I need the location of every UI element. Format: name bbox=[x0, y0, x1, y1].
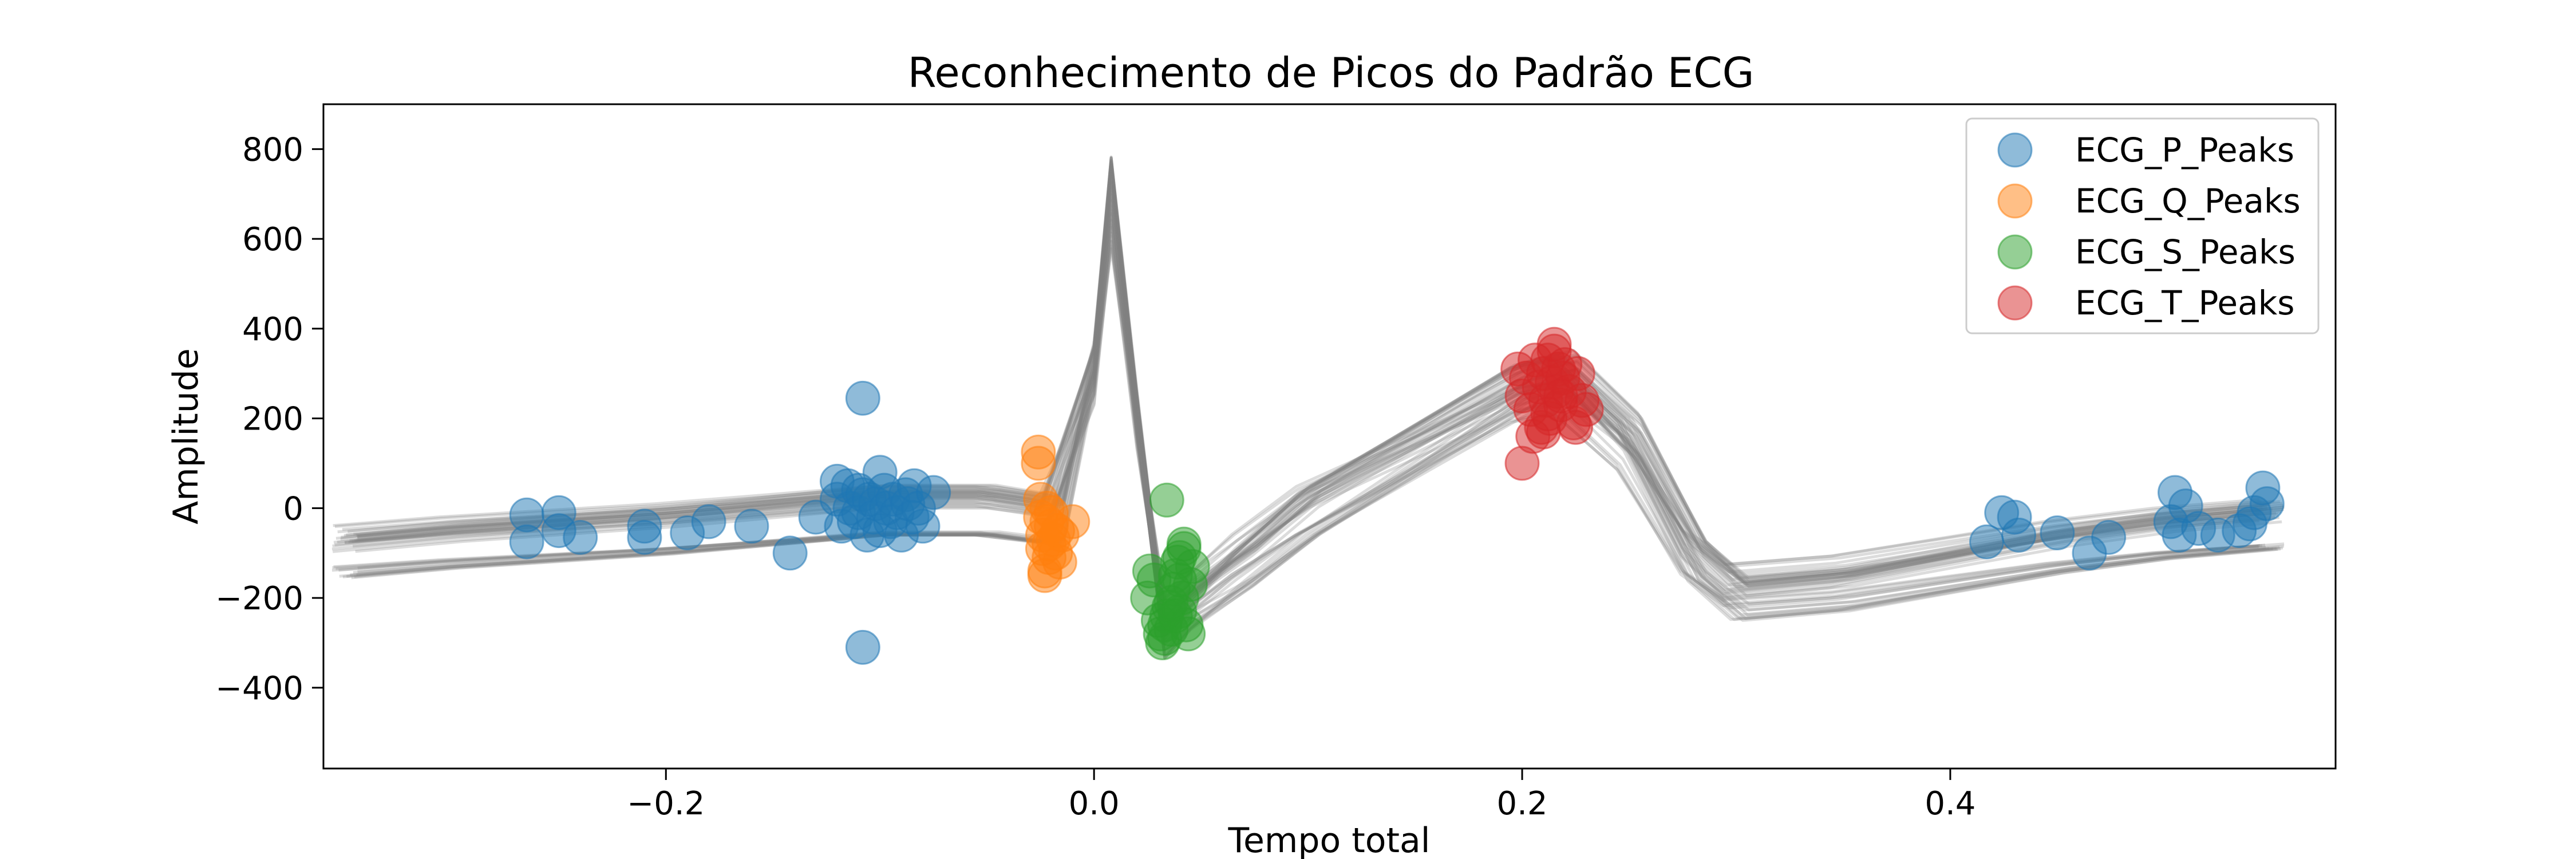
peak-point bbox=[916, 475, 951, 510]
peak-point bbox=[845, 380, 880, 416]
legend-label: ECG_Q_Peaks bbox=[2075, 182, 2301, 220]
peak-point bbox=[1969, 524, 2004, 559]
y-tick-label: 0 bbox=[283, 490, 303, 527]
legend-label: ECG_P_Peaks bbox=[2075, 131, 2294, 170]
peak-point bbox=[1166, 526, 1202, 562]
peak-markers bbox=[509, 326, 2285, 665]
legend-frame bbox=[1965, 117, 2320, 334]
chart-title: Reconhecimento de Picos do Padrão ECG bbox=[908, 49, 1755, 97]
peak-point bbox=[563, 519, 598, 555]
peak-point bbox=[845, 629, 880, 665]
y-tick-label: −200 bbox=[215, 580, 303, 617]
peak-point bbox=[1157, 598, 1193, 633]
x-axis-label: Tempo total bbox=[1228, 821, 1431, 859]
y-tick-label: 600 bbox=[242, 221, 303, 258]
y-tick-label: 200 bbox=[242, 401, 303, 438]
y-axis: −400 −200 0 200 400 600 800 bbox=[215, 131, 323, 707]
series-ecg-s-peaks bbox=[1130, 482, 1210, 660]
x-tick-label: −0.2 bbox=[627, 785, 705, 822]
x-tick-label: 0.2 bbox=[1497, 785, 1548, 822]
peak-point bbox=[1149, 482, 1184, 518]
peak-point bbox=[1558, 409, 1593, 445]
peak-point bbox=[627, 519, 662, 555]
x-tick-label: 0.4 bbox=[1925, 785, 1976, 822]
peak-point bbox=[1021, 446, 1056, 481]
y-tick-label: −400 bbox=[215, 670, 303, 707]
series-ecg-t-peaks bbox=[1500, 326, 1604, 481]
peak-point bbox=[905, 509, 941, 544]
x-axis: −0.2 0.0 0.2 0.4 bbox=[627, 769, 1976, 822]
peak-point bbox=[772, 535, 808, 571]
legend-label: ECG_T_Peaks bbox=[2075, 283, 2294, 322]
peak-point bbox=[1162, 562, 1198, 598]
legend: ECG_P_Peaks ECG_Q_Peaks ECG_S_Peaks ECG_T_P… bbox=[1965, 117, 2320, 334]
peak-point bbox=[509, 524, 544, 559]
peak-point bbox=[2091, 519, 2127, 555]
y-tick-label: 800 bbox=[242, 131, 303, 168]
peak-point bbox=[1055, 504, 1091, 539]
legend-marker bbox=[1997, 234, 2033, 270]
x-tick-label: 0.0 bbox=[1069, 785, 1120, 822]
series-ecg-q-peaks bbox=[1021, 434, 1091, 593]
plot-frame bbox=[322, 103, 2337, 770]
series-ecg-p-peaks bbox=[509, 380, 2285, 665]
peak-point bbox=[2249, 486, 2285, 522]
legend-label: ECG_S_Peaks bbox=[2075, 233, 2296, 271]
peak-point bbox=[2040, 515, 2075, 550]
y-axis-label: Amplitude bbox=[166, 348, 206, 524]
peak-point bbox=[1536, 326, 1572, 362]
peak-point bbox=[1504, 446, 1540, 481]
peak-point bbox=[734, 509, 769, 544]
y-tick-label: 400 bbox=[242, 311, 303, 348]
peak-point bbox=[691, 504, 726, 539]
peak-point bbox=[1997, 499, 2032, 535]
legend-marker bbox=[1997, 132, 2033, 168]
legend-marker bbox=[1997, 285, 2033, 321]
peak-point bbox=[1543, 379, 1578, 413]
legend-marker bbox=[1997, 183, 2033, 219]
